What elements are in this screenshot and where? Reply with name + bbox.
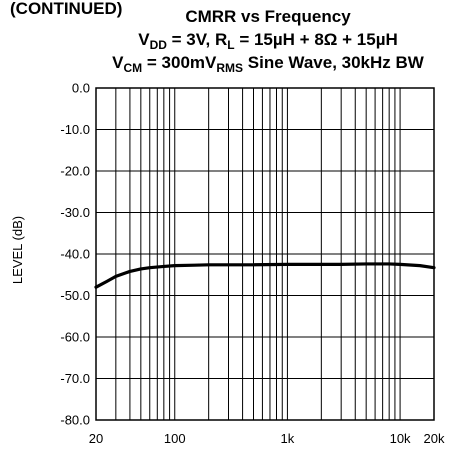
- plot-border: [95, 87, 435, 421]
- x-tick-label: 20k: [424, 431, 445, 446]
- subtitle2-v-subscript: CM: [124, 61, 143, 75]
- x-tick-label: 100: [164, 431, 186, 446]
- y-axis-label: LEVEL (dB): [10, 216, 25, 284]
- y-tick-label: -80.0: [60, 413, 90, 428]
- y-tick-label: -70.0: [60, 371, 90, 386]
- y-tick-label: -20.0: [60, 164, 90, 179]
- subtitle2-rms-subscript: RMS: [216, 61, 243, 75]
- y-tick-label: -60.0: [60, 330, 90, 345]
- subtitle-eq1: = 3V, R: [167, 30, 227, 49]
- subtitle-v-subscript: DD: [150, 38, 168, 52]
- y-tick-label: -30.0: [60, 205, 90, 220]
- y-tick-label: -40.0: [60, 247, 90, 262]
- y-tick-label: -50.0: [60, 288, 90, 303]
- plot-frame-layer: [95, 87, 435, 421]
- subtitle-eq2: = 15µH + 8Ω + 15µH: [235, 30, 398, 49]
- subtitle-v: V: [138, 30, 150, 49]
- subtitle2-v: V: [112, 53, 124, 72]
- chart-subtitle-signal: VCM = 300mVRMS Sine Wave, 30kHz BW: [112, 53, 425, 75]
- chart-title: CMRR vs Frequency: [185, 7, 351, 26]
- subtitle2-eq1: = 300mV: [142, 53, 217, 72]
- chart-subtitle-conditions: VDD = 3V, RL = 15µH + 8Ω + 15µH: [138, 30, 398, 52]
- tick-label-layer: 0.0 -10.0 -20.0 -30.0 -40.0 -50.0 -60.0 -70.0 -8…: [60, 81, 445, 447]
- series-line: [94, 262, 436, 289]
- subtitle-r-subscript: L: [227, 38, 234, 52]
- x-tick-label: 1k: [281, 431, 295, 446]
- subtitle2-eq2: Sine Wave, 30kHz BW: [243, 53, 425, 72]
- title-fragment: (CONTINUED): [10, 0, 122, 18]
- y-tick-label: 0.0: [72, 81, 90, 96]
- series-layer: [94, 262, 436, 289]
- y-tick-label: -10.0: [60, 122, 90, 137]
- grid-layer: [95, 87, 435, 421]
- x-tick-label: 20: [89, 431, 103, 446]
- x-tick-label: 10k: [390, 431, 411, 446]
